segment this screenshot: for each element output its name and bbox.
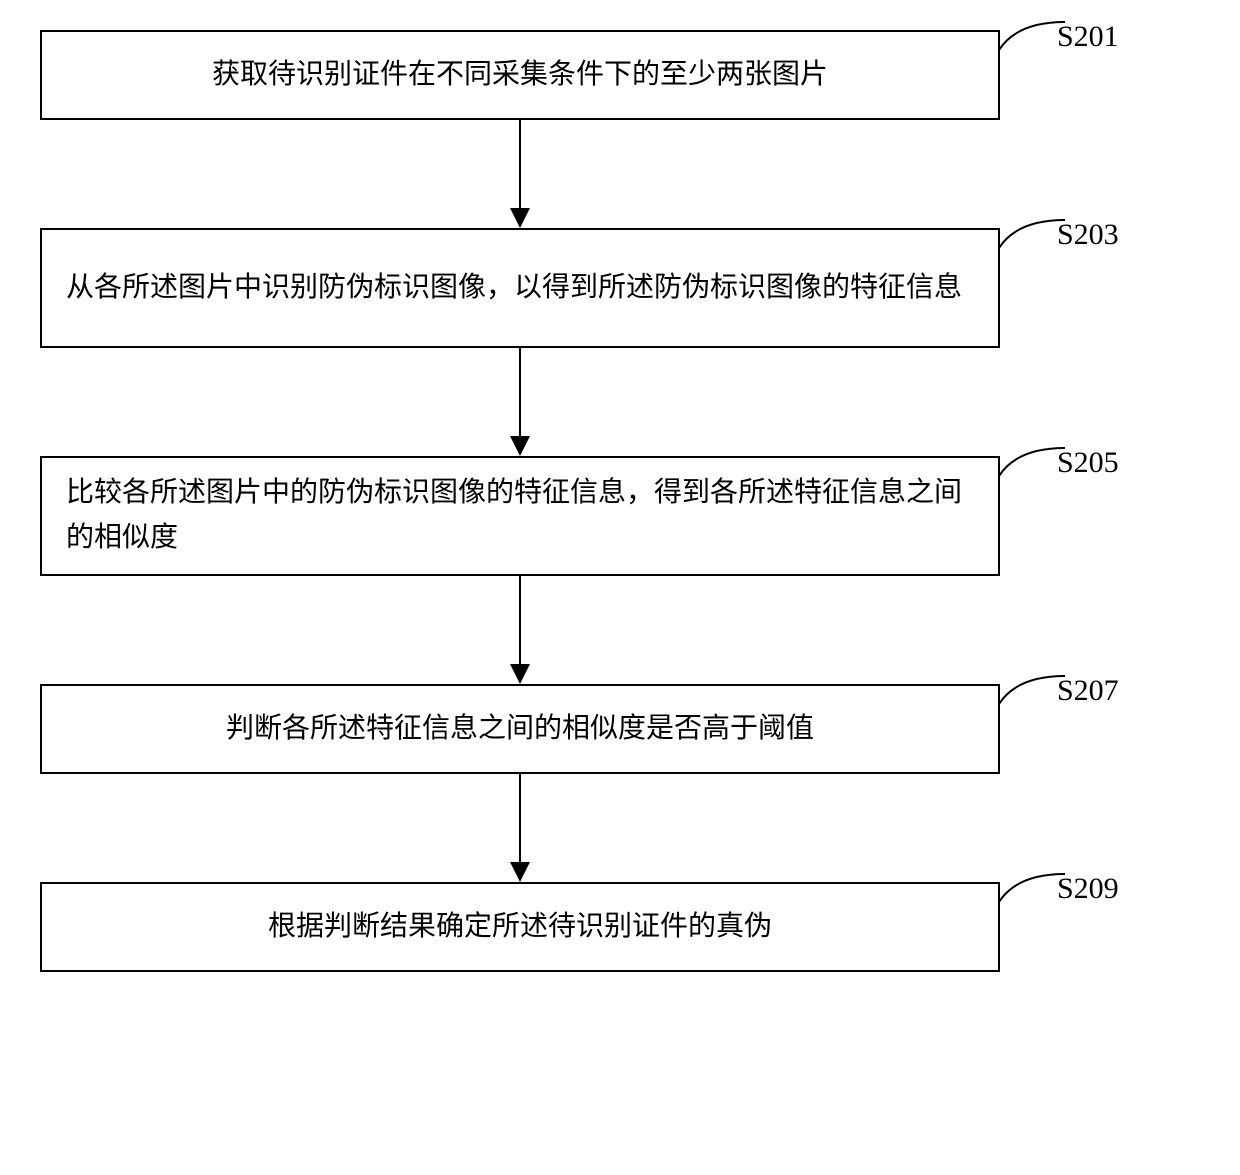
step-label: S203 bbox=[1057, 218, 1119, 252]
step-text: 根据判断结果确定所述待识别证件的真伪 bbox=[268, 905, 772, 950]
step-label: S209 bbox=[1057, 872, 1119, 906]
connector-4-5 bbox=[40, 774, 1000, 882]
flowchart-container: S201 获取待识别证件在不同采集条件下的至少两张图片 S203 从各所述图片中… bbox=[40, 30, 1200, 972]
connector-3-4 bbox=[40, 576, 1000, 684]
flow-step-s207: S207 判断各所述特征信息之间的相似度是否高于阈值 bbox=[40, 684, 1000, 774]
connector-1-2 bbox=[40, 120, 1000, 228]
flow-step-s205: S205 比较各所述图片中的防伪标识图像的特征信息，得到各所述特征信息之间的相似… bbox=[40, 456, 1000, 576]
arrow-down-icon bbox=[505, 120, 535, 228]
flow-step-s203: S203 从各所述图片中识别防伪标识图像，以得到所述防伪标识图像的特征信息 bbox=[40, 228, 1000, 348]
flow-step-s201: S201 获取待识别证件在不同采集条件下的至少两张图片 bbox=[40, 30, 1000, 120]
step-text: 从各所述图片中识别防伪标识图像，以得到所述防伪标识图像的特征信息 bbox=[66, 266, 962, 311]
step-text: 获取待识别证件在不同采集条件下的至少两张图片 bbox=[212, 53, 828, 98]
step-text: 判断各所述特征信息之间的相似度是否高于阈值 bbox=[226, 707, 814, 752]
flow-step-s209: S209 根据判断结果确定所述待识别证件的真伪 bbox=[40, 882, 1000, 972]
step-label: S207 bbox=[1057, 674, 1119, 708]
step-label: S205 bbox=[1057, 446, 1119, 480]
step-label: S201 bbox=[1057, 20, 1119, 54]
arrow-down-icon bbox=[505, 576, 535, 684]
arrow-down-icon bbox=[505, 348, 535, 456]
arrow-down-icon bbox=[505, 774, 535, 882]
step-text: 比较各所述图片中的防伪标识图像的特征信息，得到各所述特征信息之间的相似度 bbox=[66, 471, 974, 561]
connector-2-3 bbox=[40, 348, 1000, 456]
